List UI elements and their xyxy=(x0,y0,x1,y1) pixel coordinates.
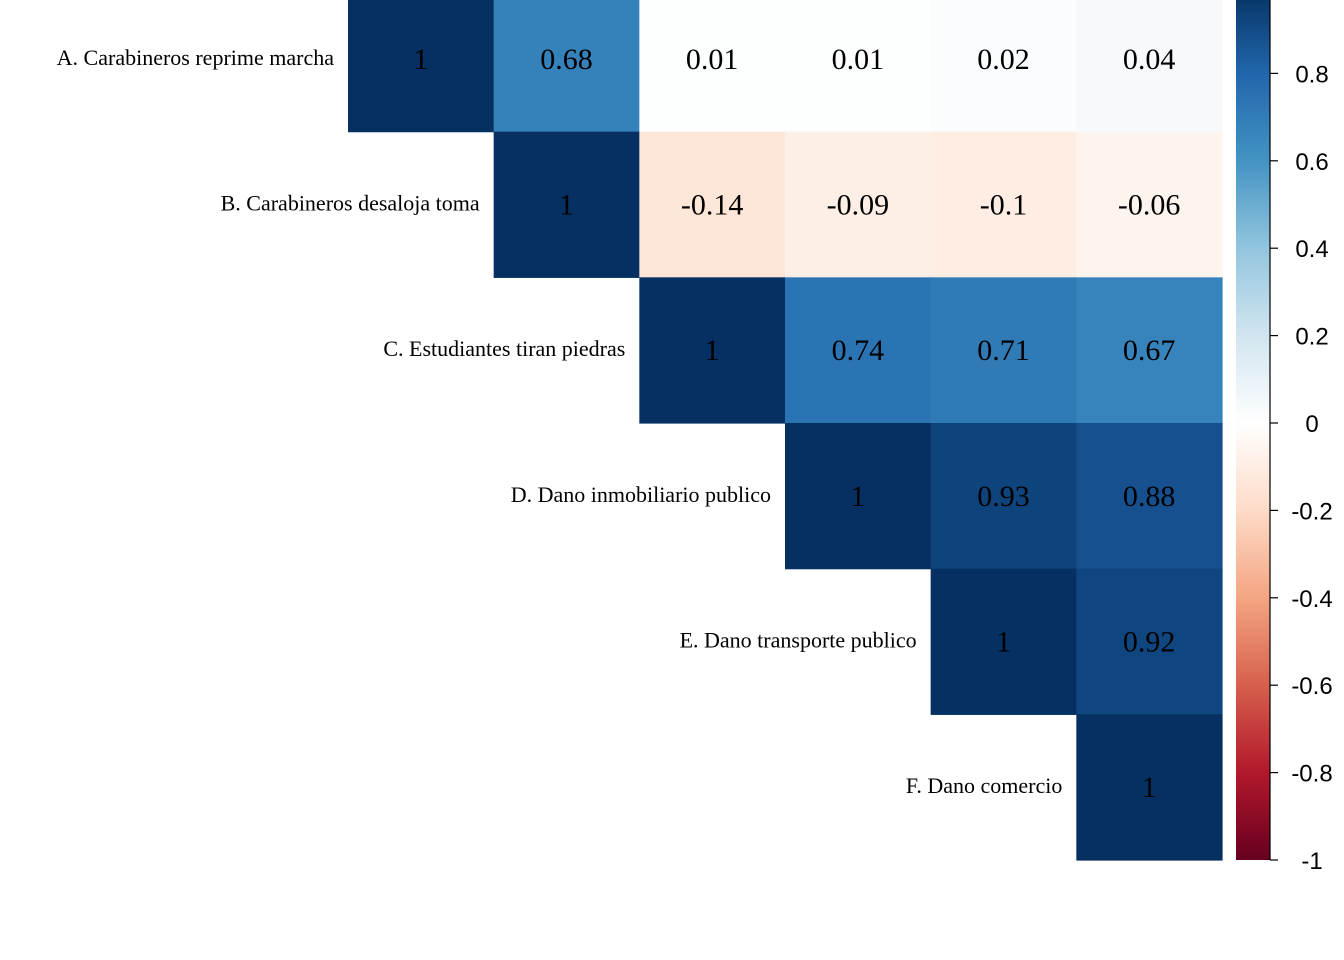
heatmap-cell-0-5 xyxy=(1076,0,1223,133)
colorbar-tick-label-7: -0.6 xyxy=(1291,673,1332,700)
cell-value-5-5: 1 xyxy=(1142,771,1157,804)
heatmap-cell-0-4 xyxy=(930,0,1077,133)
cell-value-0-3: 0.01 xyxy=(832,43,885,76)
row-label-3: D. Dano inmobiliario publico xyxy=(511,482,771,507)
row-label-5: F. Dano comercio xyxy=(906,773,1062,798)
heatmap-cell-1-3 xyxy=(785,131,932,278)
heatmap-cell-4-5 xyxy=(1076,568,1223,715)
colorbar-tick-label-5: -0.2 xyxy=(1291,498,1332,525)
cell-value-2-5: 0.67 xyxy=(1123,334,1176,367)
cell-value-0-4: 0.02 xyxy=(977,43,1030,76)
colorbar-tick-label-9: -1 xyxy=(1301,848,1322,875)
cell-value-0-2: 0.01 xyxy=(686,43,739,76)
heatmap-cell-2-4 xyxy=(930,277,1077,424)
heatmap-cell-5-5 xyxy=(1076,714,1223,861)
cell-value-0-5: 0.04 xyxy=(1123,43,1176,76)
heatmap-values: 1 0.68 0.01 0.01 0.02 0.04 1 -0.14 -0.09 -0.1 -0.0… xyxy=(413,43,1180,804)
colorbar-tick-label-6: -0.4 xyxy=(1291,586,1332,613)
heatmap-cell-4-4 xyxy=(930,568,1077,715)
heatmap-cells xyxy=(348,0,1223,861)
heatmap-cell-1-5 xyxy=(1076,131,1223,278)
cell-value-4-5: 0.92 xyxy=(1123,626,1176,659)
colorbar-tick-label-3: 0.2 xyxy=(1295,324,1328,351)
colorbar: 0.8 0.6 0.4 0.2 0 -0.2 -0.4 -0.6 -0.8 -1 xyxy=(1236,0,1333,875)
heatmap-cell-1-2 xyxy=(639,131,786,278)
heatmap-cell-3-5 xyxy=(1076,423,1223,570)
cell-value-2-3: 0.74 xyxy=(832,334,885,367)
heatmap-cell-1-1 xyxy=(493,131,640,278)
cell-value-4-4: 1 xyxy=(996,626,1011,659)
heatmap-cell-0-3 xyxy=(785,0,932,133)
cell-value-2-4: 0.71 xyxy=(977,334,1030,367)
colorbar-tick-label-2: 0.4 xyxy=(1295,236,1328,263)
colorbar-tick-label-8: -0.8 xyxy=(1291,761,1332,788)
heatmap-cell-0-0 xyxy=(348,0,495,133)
row-label-1: B. Carabineros desaloja toma xyxy=(221,191,480,216)
row-label-0: A. Carabineros reprime marcha xyxy=(57,45,335,70)
colorbar-tick-label-1: 0.6 xyxy=(1295,149,1328,176)
cell-value-3-5: 0.88 xyxy=(1123,480,1176,513)
cell-value-1-1: 1 xyxy=(559,189,574,222)
cell-value-3-3: 1 xyxy=(850,480,865,513)
heatmap-cell-2-2 xyxy=(639,277,786,424)
heatmap-cell-3-4 xyxy=(930,423,1077,570)
colorbar-tick-label-4: 0 xyxy=(1305,411,1318,438)
cell-value-1-3: -0.09 xyxy=(827,189,890,222)
heatmap-cell-3-3 xyxy=(785,423,932,570)
cell-value-0-0: 1 xyxy=(413,43,428,76)
row-labels: A. Carabineros reprime marcha B. Carabine… xyxy=(57,45,1063,798)
cell-value-1-4: -0.1 xyxy=(980,189,1028,222)
heatmap-cell-0-1 xyxy=(493,0,640,133)
colorbar-gradient xyxy=(1236,0,1270,860)
cell-value-0-1: 0.68 xyxy=(540,43,593,76)
cell-value-1-5: -0.06 xyxy=(1118,189,1181,222)
row-label-4: E. Dano transporte publico xyxy=(680,628,917,653)
heatmap-cell-2-3 xyxy=(785,277,932,424)
colorbar-tick-label-0: 0.8 xyxy=(1295,61,1328,88)
heatmap-cell-1-4 xyxy=(930,131,1077,278)
cell-value-2-2: 1 xyxy=(705,334,720,367)
row-label-2: C. Estudiantes tiran piedras xyxy=(383,336,625,361)
cell-value-1-2: -0.14 xyxy=(681,189,744,222)
heatmap-cell-2-5 xyxy=(1076,277,1223,424)
heatmap-cell-0-2 xyxy=(639,0,786,133)
cell-value-3-4: 0.93 xyxy=(977,480,1030,513)
